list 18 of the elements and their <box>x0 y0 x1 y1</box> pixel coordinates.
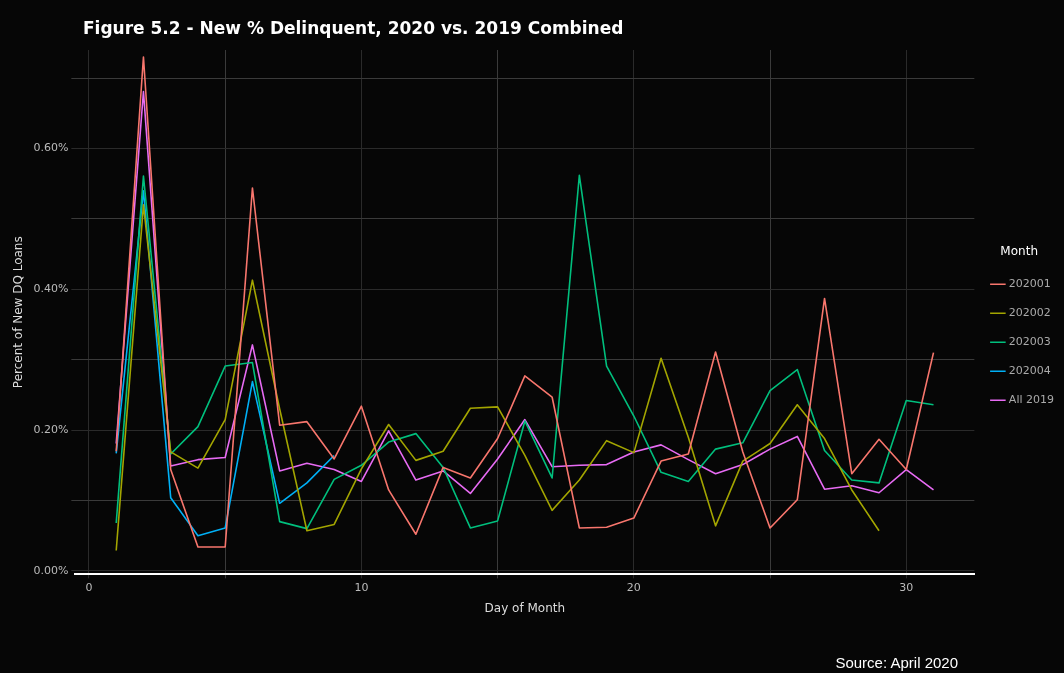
x-tick-label: 30 <box>899 580 914 594</box>
y-axis-title: Percent of New DQ Loans <box>11 236 26 389</box>
legend-label: 202001 <box>1008 277 1051 291</box>
legend-label: 202003 <box>1008 335 1051 349</box>
legend-label: 202002 <box>1008 306 1051 320</box>
x-tick-label: 0 <box>85 580 93 594</box>
source-note: Source: April 2020 <box>835 654 958 671</box>
legend-title: Month <box>1000 244 1038 259</box>
x-axis-title: Day of Month <box>484 600 566 615</box>
x-tick-label: 10 <box>354 580 369 594</box>
legend-label: All 2019 <box>1008 393 1055 407</box>
y-tick-label: 0.00% <box>33 563 69 577</box>
chart-title: Figure 5.2 - New % Delinquent, 2020 vs. 2019 Combined <box>83 18 624 38</box>
legend-label: 202004 <box>1008 364 1051 378</box>
x-tick-label: 20 <box>626 580 641 594</box>
y-tick-label: 0.40% <box>33 282 69 296</box>
y-tick-label: 0.60% <box>33 141 69 155</box>
y-tick-label: 0.20% <box>33 422 69 436</box>
